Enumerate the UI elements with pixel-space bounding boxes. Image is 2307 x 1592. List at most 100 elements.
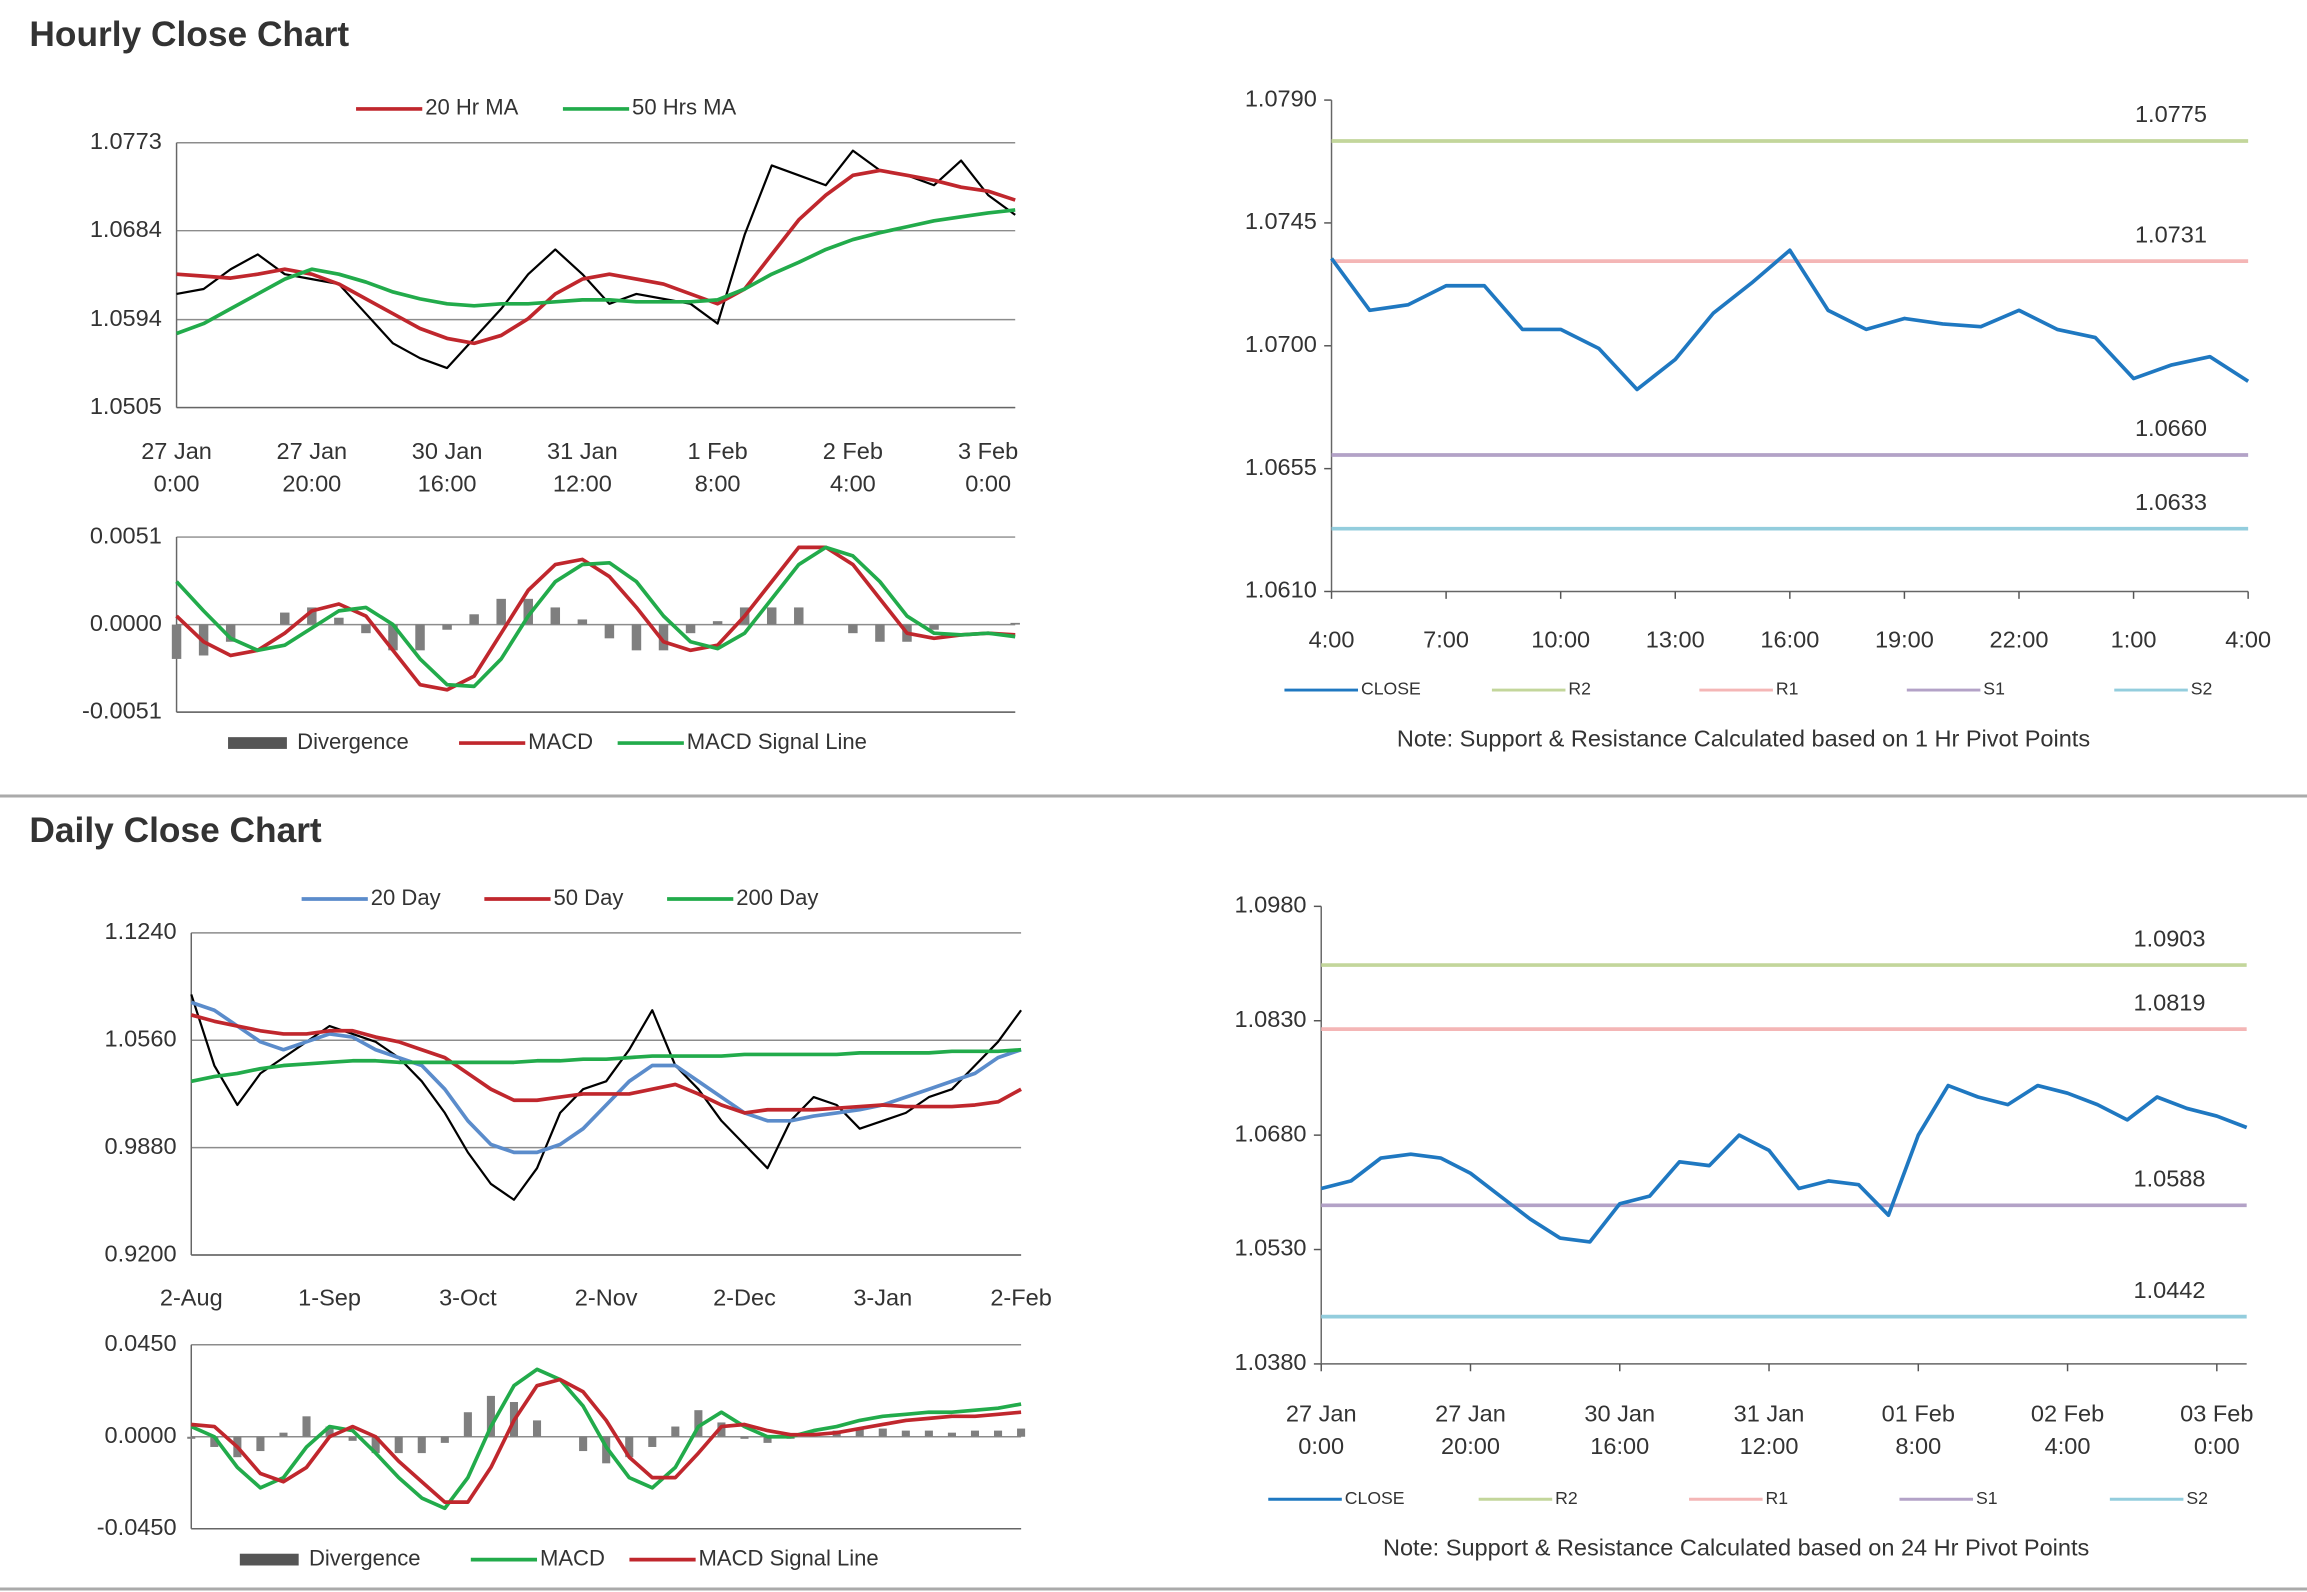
divergence-bar bbox=[717, 1422, 726, 1437]
x-tick-label: 4:00 bbox=[1309, 627, 1355, 653]
legend-label: MACD bbox=[528, 729, 593, 754]
y-tick-label: 1.0594 bbox=[90, 305, 162, 331]
y-tick-label: 1.0684 bbox=[90, 216, 162, 242]
x-tick-label: 27 Jan 0:00 bbox=[141, 438, 212, 496]
x-tick-label: 01 Feb 8:00 bbox=[1882, 1401, 1955, 1459]
y-tick-label: 1.0380 bbox=[1235, 1349, 1307, 1375]
y-tick-label: 1.0505 bbox=[90, 393, 162, 419]
divergence-bar bbox=[361, 624, 371, 634]
section-title: Hourly Close Chart bbox=[29, 15, 349, 54]
y-tick-label: 1.0830 bbox=[1235, 1006, 1307, 1032]
y-tick-label: 1.0530 bbox=[1235, 1235, 1307, 1261]
legend-label: R1 bbox=[1776, 679, 1799, 699]
series-line bbox=[190, 1000, 1022, 1155]
divergence-bar bbox=[523, 598, 533, 625]
level-label: 1.0633 bbox=[2135, 489, 2207, 515]
x-tick-label: 03 Feb 0:00 bbox=[2180, 1401, 2253, 1459]
legend-label: S1 bbox=[1983, 679, 2005, 699]
divergence-bar bbox=[579, 1436, 588, 1452]
divergence-bar bbox=[348, 1436, 357, 1441]
y-tick-label: 0.0000 bbox=[90, 610, 162, 636]
divergence-bar bbox=[463, 1412, 472, 1437]
legend-label: CLOSE bbox=[1345, 1488, 1405, 1508]
legend-label: 200 Day bbox=[736, 885, 818, 910]
divergence-bar bbox=[187, 1436, 196, 1439]
series-line bbox=[1320, 1083, 2248, 1244]
x-tick-label: 2-Feb bbox=[990, 1284, 1051, 1310]
level-label: 1.0819 bbox=[2133, 989, 2205, 1015]
x-tick-label: 1-Sep bbox=[298, 1284, 361, 1310]
legend-label: S2 bbox=[2186, 1488, 2208, 1508]
divergence-bar bbox=[532, 1420, 542, 1437]
section-title: Daily Close Chart bbox=[29, 811, 322, 850]
divergence-bar bbox=[712, 621, 723, 625]
divergence-bar bbox=[496, 598, 506, 625]
divergence-bar bbox=[604, 624, 615, 639]
divergence-bar bbox=[631, 624, 642, 651]
legend-label: R2 bbox=[1555, 1488, 1578, 1508]
legend-label: 50 Hrs MA bbox=[632, 95, 736, 120]
x-tick-label: 13:00 bbox=[1646, 627, 1705, 653]
y-tick-label: 0.9880 bbox=[105, 1133, 177, 1159]
series-line bbox=[175, 545, 1016, 689]
x-tick-label: 7:00 bbox=[1423, 627, 1469, 653]
legend-label: 20 Hr MA bbox=[425, 95, 518, 120]
x-tick-label: 2-Dec bbox=[713, 1284, 776, 1310]
level-label: 1.0660 bbox=[2135, 415, 2207, 441]
divergence-bar bbox=[225, 624, 236, 642]
series-line bbox=[176, 168, 1016, 346]
level-label: 1.0903 bbox=[2133, 925, 2205, 951]
x-tick-label: 2-Aug bbox=[160, 1284, 223, 1310]
level-label: 1.0775 bbox=[2135, 101, 2207, 127]
series-line bbox=[190, 1013, 1022, 1115]
divergence-bar bbox=[875, 624, 885, 642]
y-tick-label: 1.0980 bbox=[1235, 892, 1307, 918]
divergence-bar bbox=[371, 1436, 380, 1454]
series-line bbox=[1330, 248, 2250, 392]
y-tick-label: 1.0655 bbox=[1245, 454, 1317, 480]
y-tick-label: 1.0700 bbox=[1245, 331, 1317, 357]
divergence-bar bbox=[625, 1436, 634, 1458]
divergence-bar bbox=[1017, 1428, 1026, 1437]
x-tick-label: 3 Feb 0:00 bbox=[958, 438, 1018, 496]
x-tick-label: 30 Jan 16:00 bbox=[412, 438, 483, 496]
legend-label: MACD Signal Line bbox=[699, 1545, 879, 1570]
divergence-bar bbox=[1010, 622, 1020, 625]
divergence-bar bbox=[848, 624, 858, 634]
series-line bbox=[175, 545, 1016, 692]
y-tick-label: 0.9200 bbox=[105, 1240, 177, 1266]
x-tick-label: 02 Feb 4:00 bbox=[2031, 1401, 2104, 1459]
level-label: 1.0731 bbox=[2135, 221, 2207, 247]
x-tick-label: 31 Jan 12:00 bbox=[547, 438, 618, 496]
legend-label: S1 bbox=[1976, 1488, 1998, 1508]
legend-swatch bbox=[228, 737, 287, 749]
y-tick-label: 1.0773 bbox=[90, 128, 162, 154]
legend-label: R2 bbox=[1568, 679, 1591, 699]
x-tick-label: 1 Feb 8:00 bbox=[688, 438, 748, 496]
legend-label: R1 bbox=[1766, 1488, 1789, 1508]
divergence-bar bbox=[577, 619, 588, 625]
divergence-bar bbox=[993, 1430, 1003, 1437]
divergence-bar bbox=[486, 1395, 495, 1437]
divergence-bar bbox=[325, 1426, 334, 1437]
divergence-bar bbox=[279, 1432, 288, 1437]
y-tick-label: 1.0610 bbox=[1245, 577, 1317, 603]
divergence-bar bbox=[280, 612, 290, 625]
divergence-bar bbox=[855, 1428, 864, 1437]
y-tick-label: 1.0680 bbox=[1235, 1120, 1307, 1146]
series-line bbox=[190, 1047, 1022, 1084]
divergence-bar bbox=[947, 1432, 956, 1437]
divergence-bar bbox=[442, 624, 452, 630]
divergence-bar bbox=[658, 624, 669, 651]
legend-label: MACD bbox=[540, 1545, 605, 1570]
y-tick-label: 1.0745 bbox=[1245, 208, 1317, 234]
x-tick-label: 22:00 bbox=[1990, 627, 2049, 653]
divergence-bar bbox=[602, 1436, 611, 1464]
divergence-bar bbox=[307, 607, 317, 625]
x-tick-label: 27 Jan 20:00 bbox=[276, 438, 347, 496]
divergence-bar bbox=[171, 624, 182, 659]
divergence-bar bbox=[417, 1436, 426, 1454]
divergence-bar bbox=[901, 1430, 910, 1437]
divergence-bar bbox=[334, 617, 344, 625]
